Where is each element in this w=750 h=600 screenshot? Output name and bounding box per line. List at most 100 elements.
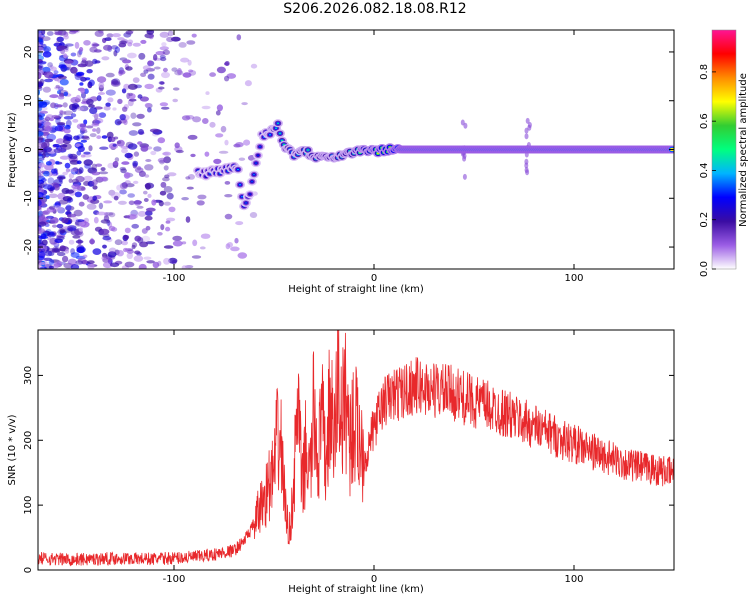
spectrogram-noise-speck [77,258,83,263]
spectrogram-noise-speck [44,138,54,143]
spectrogram-noise-speck [191,255,202,259]
spectrogram-noise-speck [91,163,97,171]
spectrogram-noise-speck [186,186,194,190]
spectrogram-noise-speck [56,260,62,267]
spectrogram-noise-speck [45,114,54,119]
spectrogram-noise-speck [38,226,42,234]
spectrogram-noise-speck [163,165,169,171]
spectrogram-noise-speck [70,66,78,74]
y-tick-label: 200 [23,431,34,450]
spectrogram-noise-speck [108,212,116,218]
spectrogram-noise-speck [80,154,86,158]
spectrogram-noise-speck [83,119,88,125]
spectrogram-noise-speck [45,195,50,200]
spectrogram-noise-speck [113,50,118,57]
spectrogram-noise-speck [49,64,54,70]
spectrogram-noise-speck [137,141,143,145]
spectrogram-noise-speck [91,171,101,176]
spectrogram-noise-speck [125,30,134,35]
spectrogram-noise-speck [224,75,230,82]
spectrogram-noise-speck [160,57,167,62]
spectrogram-noise-speck [163,186,173,193]
spectrogram-noise-speck [137,210,147,217]
spectrogram-noise-speck [146,30,155,35]
spectrogram-noise-speck [213,158,222,164]
y-tick-label: 100 [23,496,34,515]
spectrogram-noise-speck [121,161,130,165]
spectrogram-noise-speck [131,223,139,229]
spectrogram-noise-speck [70,264,80,269]
spectrogram-noise-speck [61,217,69,224]
spectrogram-noise-speck [192,116,202,123]
spectrogram-noise-speck [49,217,59,224]
spectrogram-noise-speck [107,97,114,103]
spectrogram-noise-speck [63,116,74,120]
spectrogram-noise-speck [38,239,41,245]
spectrogram-noise-speck [59,155,70,160]
spectrogram-noise-speck [132,77,140,83]
spectrogram-noise-speck [53,202,62,208]
spectrogram-noise-speck [204,151,210,157]
spectrogram-noise-speck [76,134,85,140]
spectrogram-noise-speck [68,173,75,179]
spectrogram-noise-speck [92,195,97,201]
spectrogram-noise-speck [59,146,67,152]
spectrogram-signal-mark [275,127,277,129]
spectrogram-noise-speck [138,52,146,60]
spectrogram-noise-speck [133,255,144,262]
spectrogram-noise-speck [236,34,242,41]
y-tick-label: 300 [23,366,34,385]
spectrogram-noise-speck [111,45,118,50]
spectrogram-noise-speck [59,228,66,234]
spectrogram-noise-speck [158,81,165,85]
spectrogram-noise-speck [201,105,211,110]
spectrogram-noise-speck [78,227,83,232]
spectrogram-noise-speck [190,153,196,158]
spectrogram-noise-speck [38,72,42,80]
spectrogram-noise-speck [84,88,89,94]
spectrogram-noise-speck [121,148,128,154]
spectrogram-noise-speck [70,167,79,175]
spectrogram-noise-speck [98,171,109,175]
spectrogram-noise-speck [243,139,251,146]
spectrogram-noise-speck [103,200,113,204]
spectrogram-noise-speck [42,86,52,93]
spectrogram-noise-speck [38,122,42,127]
spectrogram-noise-speck [76,71,85,76]
spectrogram-noise-speck [86,98,94,106]
spectrogram-noise-speck [61,67,66,73]
spectrogram-noise-speck [89,239,95,245]
spectrogram-noise-speck [133,199,142,206]
spectrogram-noise-speck [127,42,133,47]
spectrogram-noise-speck [63,128,71,134]
spectrogram-noise-speck [87,260,95,264]
spectrogram-noise-speck [103,44,112,51]
spectrogram-noise-speck [141,235,151,243]
spectrogram-noise-speck [150,150,157,156]
spectrogram-noise-speck [38,37,43,43]
spectrogram-noise-speck [527,124,532,131]
spectrogram-noise-speck [133,180,139,184]
spectrogram-noise-speck [62,171,68,176]
spectrogram-noise-speck [59,109,64,115]
spectrogram-signal-mark [253,173,255,176]
spectrogram-noise-speck [125,66,133,71]
colorbar-tick-label: 0.8 [699,64,710,80]
spectrogram-noise-speck [38,137,43,141]
spectrogram-noise-speck [38,30,43,33]
spectrogram-noise-speck [75,239,84,244]
spectrogram-noise-speck [151,199,157,206]
spectrogram-noise-speck [186,40,196,45]
spectrogram-x-label: Height of straight line (km) [288,284,424,295]
spectrogram-noise-speck [64,124,71,130]
spectrogram-noise-speck [85,125,94,129]
spectrogram-noise-speck [68,178,73,183]
snr-frame [37,329,675,571]
spectrogram-noise-speck [462,173,467,180]
spectrogram-noise-speck [65,204,72,211]
spectrogram-noise-speck [71,184,81,190]
spectrogram-noise-speck [181,197,189,201]
spectrogram-noise-speck [55,138,65,145]
spectrogram-noise-speck [105,89,116,96]
spectrogram-noise-speck [123,247,128,253]
